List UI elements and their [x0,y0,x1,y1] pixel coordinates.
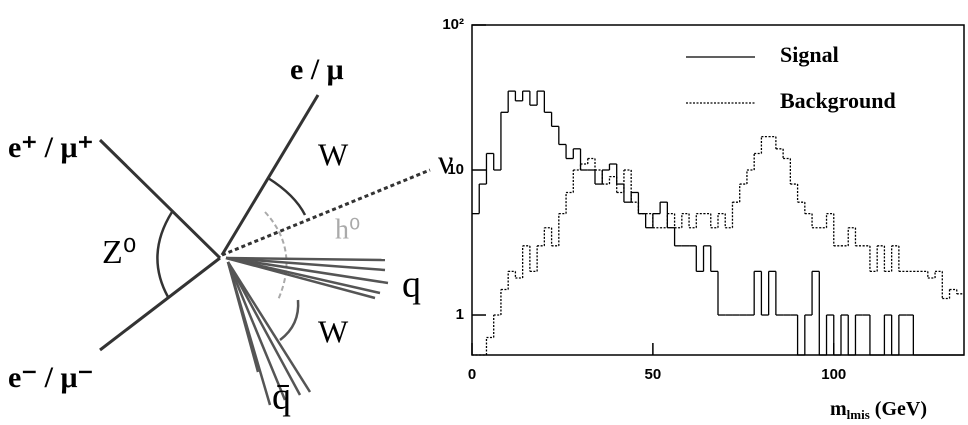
y-tick-label: 10² [442,16,464,33]
label: e / μ [290,53,344,86]
y-tick-label: 10 [447,161,464,178]
event-diagram [98,94,431,406]
plot-frame [471,24,965,356]
x-tick-label: 0 [468,366,476,383]
y-tick-label: 1 [456,306,464,323]
z-arc [156,211,174,298]
label: W [318,136,349,172]
label: q̄ [272,376,291,418]
x-axis-label: mlmis (GeV) [830,398,927,422]
label: q [402,264,421,306]
outgoing-lepton [220,94,320,256]
x-tick-label: 100 [821,366,846,383]
w-arc [279,299,300,341]
incoming-lepton [98,138,222,260]
x-axis-label-unit: (GeV) [875,398,927,420]
higgs-arc [264,211,288,301]
label: Z⁰ [102,234,136,271]
x-tick-label: 50 [645,366,662,383]
legend-label: Signal [780,42,839,67]
neutrino [221,168,431,257]
label: ν [438,144,453,181]
label: h⁰ [335,214,360,245]
x-axis-label-main: m [830,398,847,420]
x-axis-label-sub: lmis [847,407,870,422]
label: e⁻ / μ⁻ [8,361,93,394]
label: W [318,313,349,349]
jet [226,261,312,406]
histogram: 0 50 100 1 10 10² Signal Background [442,16,965,383]
label: e⁺ / μ⁺ [8,131,93,164]
legend-label: Background [780,88,896,113]
incoming-lepton [99,256,221,352]
w-arc [267,176,307,216]
jet [225,256,389,300]
step-riser [485,136,958,355]
